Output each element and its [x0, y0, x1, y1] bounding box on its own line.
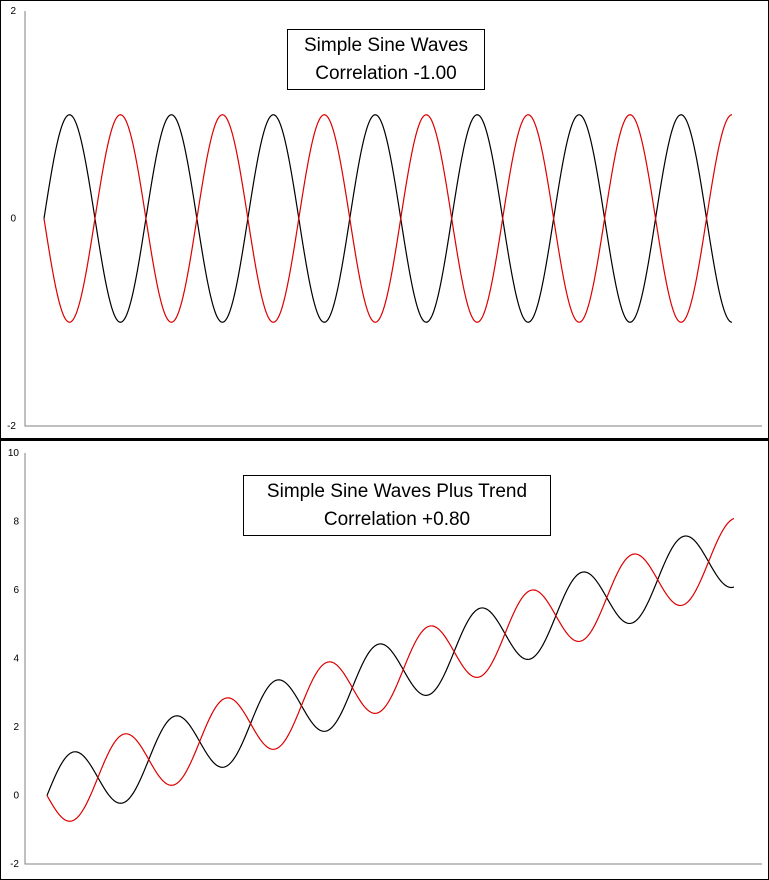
bottom-y-tick-label: 8: [13, 517, 19, 528]
bottom-chart-y-ticks: -2 0 2 4 6 8 10: [8, 448, 20, 870]
bottom-y-tick-label: -2: [10, 859, 19, 870]
top-chart-axes: [24, 11, 762, 427]
bottom-y-tick-label: 6: [13, 585, 19, 596]
bottom-y-tick-label: 0: [13, 791, 19, 802]
top-chart-y-ticks: -2 0 2: [7, 6, 16, 432]
top-chart-title: Simple Sine Waves: [304, 35, 468, 56]
top-chart-title-box: [287, 29, 485, 90]
bottom-y-tick-label: 10: [8, 448, 20, 459]
bottom-series-a-line: [46, 535, 735, 804]
top-y-tick-label: -2: [7, 421, 16, 432]
bottom-y-tick-label: 4: [13, 654, 19, 665]
bottom-chart-subtitle: Correlation +0.80: [324, 509, 470, 530]
bottom-chart-title: Simple Sine Waves Plus Trend: [267, 481, 527, 502]
top-series-a-line: [43, 114, 733, 323]
bottom-series-b-line: [46, 517, 735, 822]
bottom-chart-axes: [24, 453, 762, 865]
top-chart-subtitle: Correlation -1.00: [315, 63, 457, 84]
top-y-tick-label: 0: [10, 214, 16, 225]
bottom-y-tick-label: 2: [13, 722, 19, 733]
top-y-tick-label: 2: [10, 6, 16, 17]
bottom-chart-title-box: [243, 475, 551, 536]
top-series-b-line: [43, 114, 733, 323]
